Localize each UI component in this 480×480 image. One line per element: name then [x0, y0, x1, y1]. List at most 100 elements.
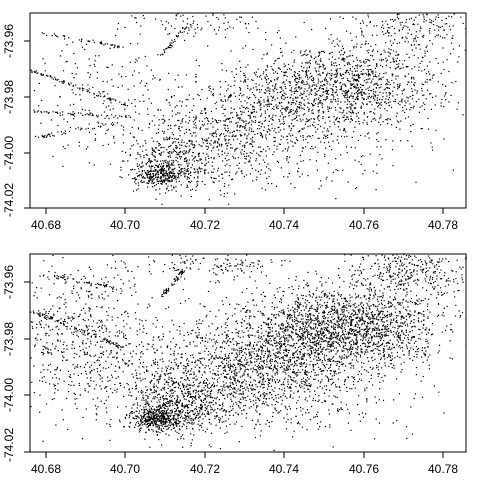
scatter-point [377, 315, 379, 317]
scatter-point [429, 79, 431, 81]
scatter-point [354, 378, 356, 380]
scatter-point [190, 172, 192, 174]
scatter-point [413, 356, 415, 358]
scatter-point [343, 128, 345, 130]
scatter-point [322, 331, 324, 333]
scatter-point [218, 180, 220, 182]
scatter-point [343, 370, 346, 372]
scatter-point [212, 147, 214, 149]
scatter-point [164, 52, 166, 54]
scatter-point [417, 351, 419, 353]
scatter-point [280, 298, 282, 300]
scatter-point [167, 152, 169, 154]
scatter-point [244, 145, 246, 147]
scatter-point [274, 99, 276, 101]
scatter-point [357, 64, 359, 66]
scatter-point [112, 108, 114, 110]
scatter-point [146, 162, 148, 164]
scatter-point [161, 182, 164, 184]
scatter-point [175, 145, 177, 147]
scatter-point [270, 80, 272, 82]
scatter-point [210, 24, 212, 26]
scatter-point [163, 121, 166, 123]
scatter-point [412, 23, 414, 26]
scatter-point [281, 97, 283, 100]
scatter-point [94, 60, 96, 62]
scatter-point [320, 368, 322, 370]
scatter-point [369, 308, 371, 310]
scatter-point [390, 331, 392, 333]
scatter-point [128, 99, 130, 101]
scatter-point [247, 78, 249, 80]
scatter-point [389, 296, 391, 298]
scatter-point [62, 146, 64, 148]
scatter-point [268, 105, 270, 107]
scatter-point [228, 118, 231, 120]
scatter-point [171, 39, 173, 41]
scatter-point [205, 145, 207, 147]
scatter-point [217, 153, 219, 155]
scatter-point [341, 78, 343, 80]
scatter-point [66, 121, 68, 123]
scatter-point [374, 83, 376, 85]
scatter-point [96, 71, 99, 73]
scatter-point [148, 177, 150, 179]
scatter-point [61, 133, 63, 135]
scatter-point [216, 145, 218, 147]
scatter-point [355, 46, 357, 48]
scatter-point [244, 128, 246, 130]
scatter-point [434, 104, 436, 106]
scatter-point [335, 332, 337, 334]
scatter-point [311, 296, 313, 298]
scatter-point [308, 294, 310, 296]
scatter-point [196, 185, 199, 187]
scatter-point [57, 131, 59, 133]
scatter-point [317, 307, 319, 309]
scatter-point [442, 37, 444, 39]
scatter-point [281, 108, 283, 110]
scatter-point [368, 132, 370, 134]
scatter-point [155, 184, 157, 186]
scatter-point [273, 108, 275, 110]
scatter-point [367, 14, 369, 16]
scatter-point [102, 80, 104, 82]
scatter-point [263, 335, 265, 337]
scatter-point [349, 286, 351, 288]
scatter-point [298, 76, 301, 79]
scatter-point [367, 81, 369, 83]
scatter-point [297, 87, 299, 89]
scatter-point [337, 126, 340, 128]
scatter-point [436, 34, 438, 36]
scatter-point [259, 105, 261, 107]
scatter-point [251, 139, 253, 141]
scatter-point [334, 119, 336, 121]
scatter-point [154, 185, 156, 187]
scatter-point [38, 105, 40, 107]
scatter-point [324, 79, 326, 81]
scatter-point [316, 85, 318, 87]
scatter-point [376, 63, 378, 65]
scatter-point [147, 113, 149, 115]
scatter-point [376, 335, 378, 337]
scatter-point [315, 98, 317, 100]
scatter-point [420, 128, 422, 130]
scatter-point [185, 105, 187, 107]
scatter-point [218, 26, 220, 28]
scatter-point [429, 21, 431, 23]
scatter-point [224, 140, 226, 142]
scatter-point [327, 89, 329, 92]
scatter-point [252, 299, 254, 301]
scatter-point [427, 356, 429, 358]
scatter-point [169, 42, 171, 44]
scatter-point [203, 123, 205, 125]
scatter-point [372, 49, 374, 51]
scatter-point [311, 328, 313, 330]
scatter-point [99, 42, 101, 44]
scatter-point [180, 15, 182, 17]
scatter-point [269, 130, 271, 132]
scatter-point [156, 171, 158, 173]
scatter-point [310, 55, 312, 57]
scatter-point [309, 148, 312, 150]
scatter-point [290, 326, 292, 329]
scatter-point [325, 93, 327, 95]
